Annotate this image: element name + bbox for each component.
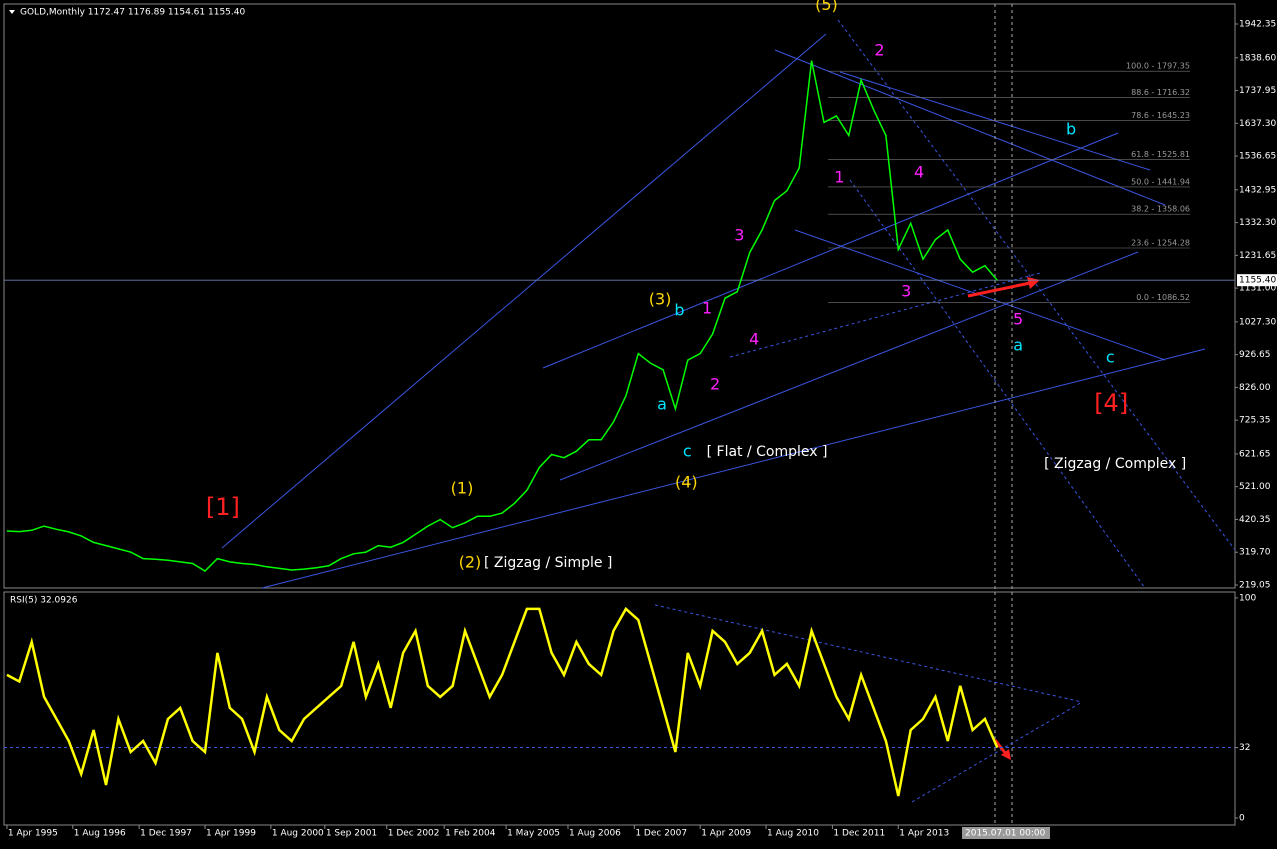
y-tick-label: 621.65 [1239, 449, 1271, 459]
annotation: (3) [649, 289, 672, 308]
rsi-line [6, 606, 999, 797]
y-tick-label: 1737.95 [1239, 86, 1276, 96]
rsi-header: RSI(5) 32.0926 [10, 596, 78, 606]
menu-triangle[interactable] [9, 10, 15, 14]
arrow-head [1001, 749, 1011, 760]
annotation: [1] [206, 493, 240, 521]
annotation: 1 [702, 298, 712, 317]
y-tick-label: 926.65 [1239, 350, 1271, 360]
y-tick-label: 521.00 [1239, 482, 1271, 492]
rsi-trend-line [654, 604, 1083, 703]
annotation: c [683, 441, 692, 460]
annotation: c [1106, 347, 1115, 366]
annotation: (2) [459, 552, 482, 571]
x-tick-label: 1 Sep 2001 [326, 829, 377, 839]
y-tick-label: 32 [1239, 743, 1250, 753]
y-tick-label: 1637.30 [1239, 119, 1276, 129]
chart-header: GOLD,Monthly 1172.47 1176.89 1154.61 115… [20, 8, 245, 18]
y-tick-label: 1432.95 [1239, 185, 1276, 195]
annotation: [ Zigzag / Simple ] [484, 555, 612, 571]
y-tick-label: 420.35 [1239, 515, 1271, 525]
annotation: 3 [734, 226, 744, 245]
annotation: 1 [834, 167, 844, 186]
x-tick-label: 1 Aug 2000 [272, 829, 324, 839]
x-tick-label: 1 Dec 2002 [388, 829, 440, 839]
annotation: 5 [1013, 310, 1023, 329]
annotation: (1) [451, 478, 474, 497]
price-panel [3, 3, 1236, 589]
y-tick-label: 1942.35 [1239, 20, 1276, 30]
annotation: 4 [749, 329, 759, 348]
y-tick-label: 100 [1239, 593, 1256, 603]
annotation: 2 [710, 374, 720, 393]
x-tick-label: 1 Dec 2011 [833, 829, 885, 839]
fib-label: 38.2 - 1358.06 [1131, 205, 1190, 214]
y-tick-label: 826.00 [1239, 383, 1271, 393]
x-tick-label: 1 Feb 2004 [445, 829, 496, 839]
y-tick-label: 1131.00 [1239, 284, 1276, 294]
annotation: b [674, 300, 684, 319]
arrow [967, 281, 1031, 298]
fib-label: 88.6 - 1716.32 [1131, 88, 1190, 97]
y-tick-label: 1027.30 [1239, 317, 1276, 327]
y-tick-label: 1838.60 [1239, 53, 1276, 63]
annotation: 2 [874, 40, 884, 59]
x-tick-label: 1 Apr 1999 [206, 829, 256, 839]
y-tick-label: 319.70 [1239, 548, 1271, 558]
fib-label: 23.6 - 1254.28 [1131, 238, 1190, 247]
annotation: a [1013, 335, 1023, 354]
y-tick-label: 725.35 [1239, 416, 1271, 426]
trend-line [837, 19, 1236, 551]
x-tick-label: 1 Apr 1995 [8, 829, 58, 839]
y-tick-label: 1332.30 [1239, 218, 1276, 228]
x-tick-label: 1 Apr 2013 [899, 829, 949, 839]
last-price-box [1237, 274, 1277, 287]
fib-label: 100.0 - 1797.35 [1126, 62, 1190, 71]
cursor-box [962, 827, 1050, 839]
y-tick-label: 1536.65 [1239, 152, 1276, 162]
y-tick-label: 1231.65 [1239, 251, 1276, 261]
annotation: a [657, 394, 667, 413]
x-tick-label: 1 Aug 2006 [569, 829, 621, 839]
annotation: [ Flat / Complex ] [707, 444, 828, 460]
fib-label: 0.0 - 1086.52 [1136, 293, 1190, 302]
rsi-trend-line [911, 701, 1083, 803]
annotation: (4) [675, 472, 698, 491]
last-price-label: 1155.40 [1239, 276, 1276, 286]
x-tick-label: 1 May 2005 [507, 829, 560, 839]
annotation: [4] [1094, 389, 1128, 417]
y-tick-label: 219.05 [1239, 580, 1271, 590]
annotation: 3 [901, 282, 911, 301]
rsi-panel [3, 591, 1236, 826]
trend-lines [221, 4, 1236, 825]
x-tick-label: 1 Apr 2009 [701, 829, 751, 839]
x-tick-label: 1 Dec 1997 [140, 829, 192, 839]
fib-label: 50.0 - 1441.94 [1131, 177, 1190, 186]
y-tick-label: 0 [1239, 813, 1245, 823]
annotation: b [1066, 119, 1076, 138]
trend-line [261, 348, 1206, 589]
fib-label: 78.6 - 1645.23 [1131, 111, 1190, 120]
trend-line [559, 251, 1139, 481]
annotation: [ Zigzag / Complex ] [1044, 456, 1186, 472]
trend-line [774, 49, 1166, 206]
arrow [993, 739, 1008, 755]
trend-line [542, 132, 1119, 369]
fib-label: 61.8 - 1525.81 [1131, 150, 1190, 159]
cursor-label: 2015.07.01 00:00 [965, 829, 1046, 839]
trend-line [221, 33, 827, 549]
x-tick-label: 1 Aug 2010 [767, 829, 819, 839]
annotation: 4 [914, 162, 924, 181]
x-tick-label: 1 Aug 1996 [74, 829, 126, 839]
price-line [6, 60, 998, 572]
x-tick-label: 1 Dec 2007 [635, 829, 687, 839]
annotation: (5) [815, 0, 838, 14]
